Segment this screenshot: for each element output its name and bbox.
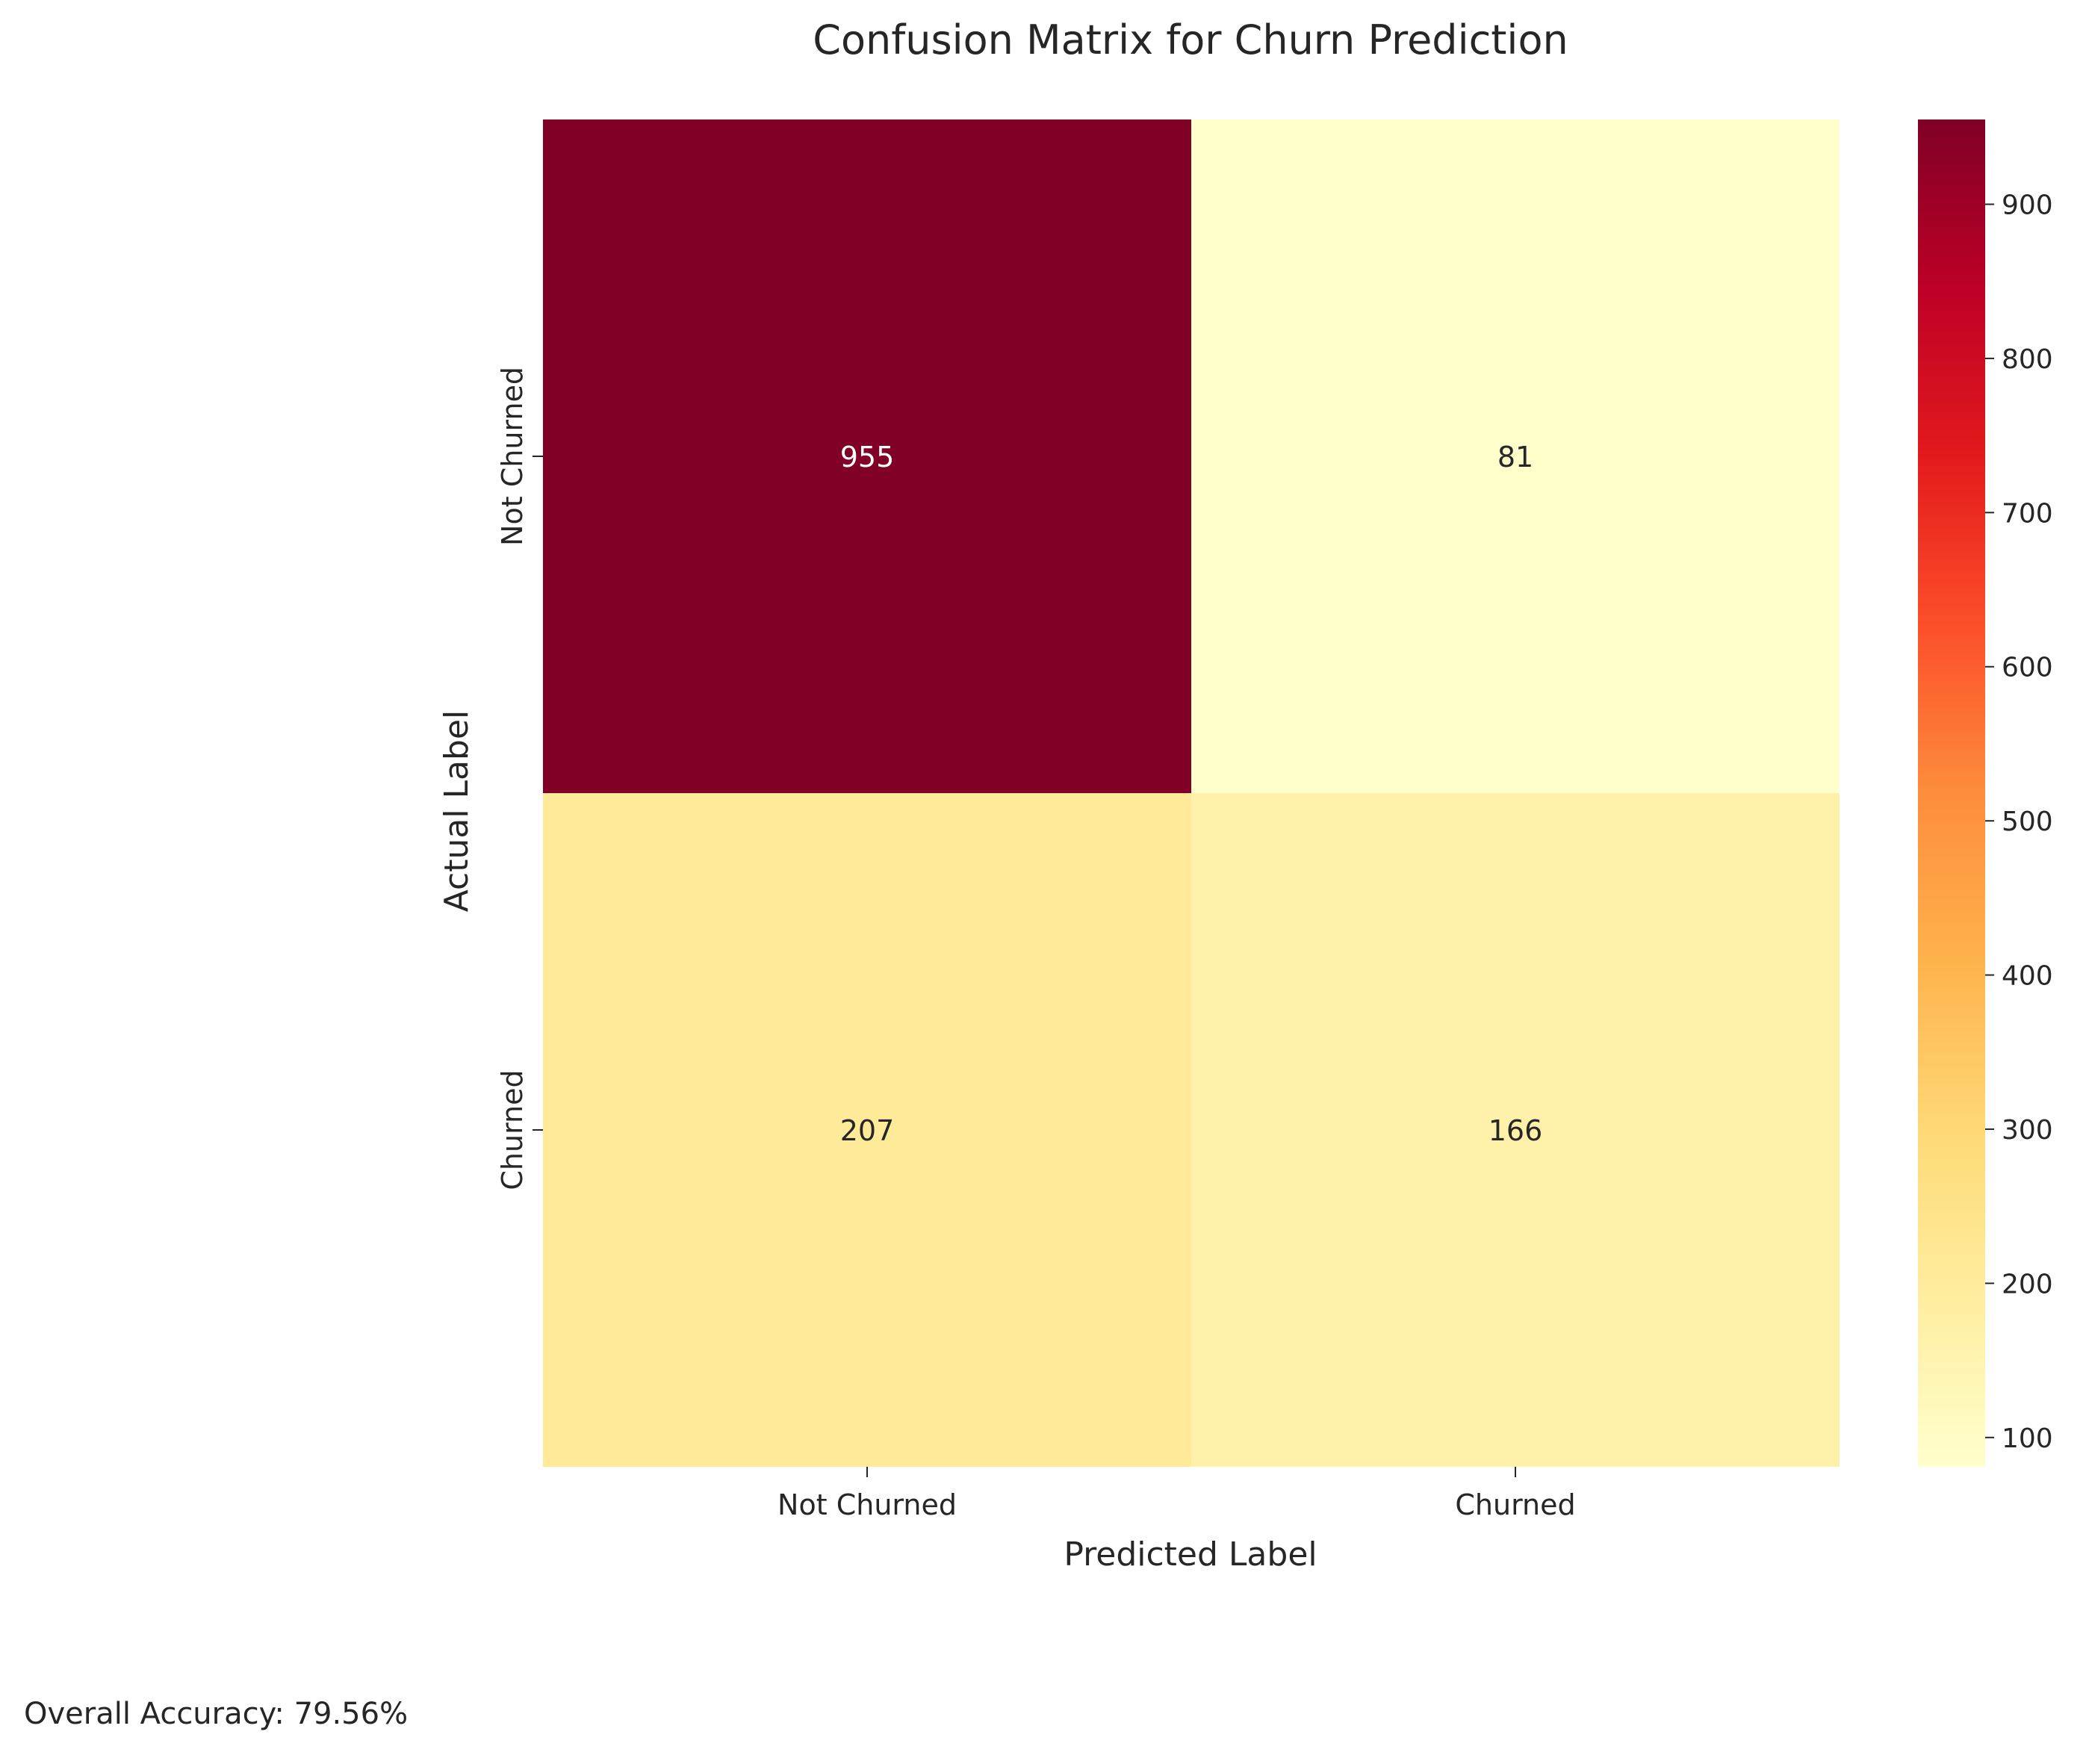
colorbar-tick-label: 400: [2002, 961, 2053, 992]
colorbar-tick-label: 600: [2002, 653, 2053, 683]
colorbar: 100 200 300 400 500 600 700 800 900: [1918, 119, 2053, 1467]
chart-title: Confusion Matrix for Churn Prediction: [813, 16, 1568, 63]
colorbar-tick-label: 900: [2002, 190, 2053, 221]
x-tick-label: Churned: [1455, 1488, 1575, 1521]
heatmap-cell: [543, 793, 1191, 1467]
colorbar-tick-label: 300: [2002, 1115, 2053, 1146]
cell-value-label: 166: [1489, 1114, 1543, 1147]
cell-value-label: 207: [840, 1114, 895, 1147]
colorbar-tick-label: 500: [2002, 807, 2053, 837]
x-axis-ticks: Not Churned Churned: [777, 1467, 1576, 1521]
heatmap-cells: 955 81 207 166: [543, 119, 1840, 1467]
colorbar-gradient: [1918, 119, 1985, 1467]
x-tick-label: Not Churned: [777, 1488, 957, 1521]
cell-value-label: 81: [1497, 441, 1533, 473]
colorbar-tick-label: 700: [2002, 498, 2053, 529]
y-axis-label: Actual Label: [438, 710, 476, 913]
cell-value-label: 955: [840, 441, 895, 473]
overall-accuracy-text: Overall Accuracy: 79.56%: [24, 1697, 409, 1731]
y-tick-label: Churned: [496, 1069, 529, 1190]
y-axis-ticks: Not Churned Churned: [496, 367, 543, 1190]
colorbar-tick-label: 200: [2002, 1269, 2053, 1299]
colorbar-tick-label: 100: [2002, 1423, 2053, 1454]
heatmap-cell: [1191, 119, 1840, 793]
x-axis-label: Predicted Label: [1064, 1535, 1317, 1574]
y-tick-label: Not Churned: [496, 367, 529, 546]
heatmap-cell: [543, 119, 1191, 793]
heatmap-cell: [1191, 793, 1840, 1467]
colorbar-tick-label: 800: [2002, 344, 2053, 375]
